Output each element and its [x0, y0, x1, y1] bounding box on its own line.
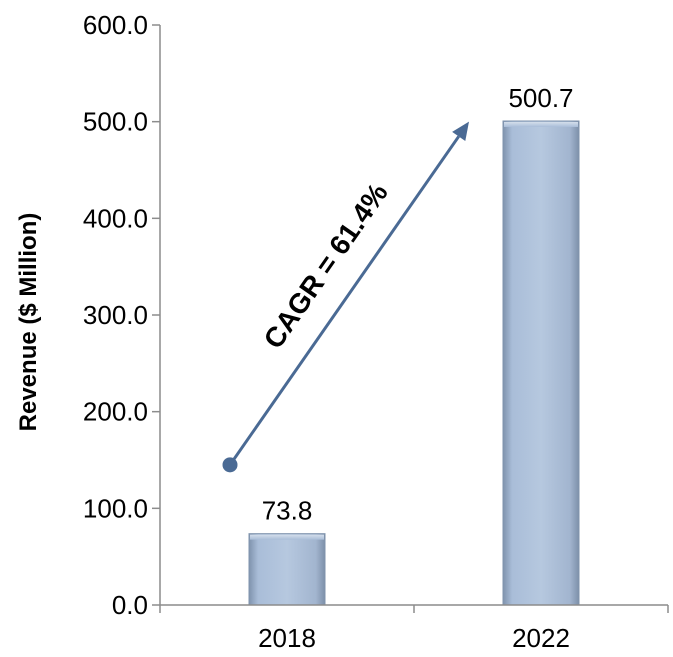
bar-top-highlight-2022 — [504, 121, 578, 127]
x-tick-label: 2018 — [258, 623, 316, 653]
bar-2022 — [502, 120, 580, 606]
y-tick-label: 0.0 — [112, 590, 148, 620]
cagr-arrow-head — [452, 121, 469, 142]
x-tick-label: 2022 — [512, 623, 570, 653]
y-tick-label: 300.0 — [83, 300, 148, 330]
y-tick-label: 500.0 — [83, 107, 148, 137]
data-label: 500.7 — [508, 83, 573, 113]
y-tick-label: 600.0 — [83, 10, 148, 40]
plot-area: 0.0 100.0 200.0 300.0 400.0 500.0 600.0 2018 202… — [83, 10, 669, 653]
y-axis-title: Revenue ($ Million) — [15, 213, 42, 432]
bar-top-highlight-2018 — [250, 534, 324, 540]
cagr-arrow-start-dot — [222, 457, 238, 473]
cagr-arrow-line — [228, 135, 460, 466]
y-tick-label: 200.0 — [83, 397, 148, 427]
bar-2018 — [248, 533, 326, 606]
y-tick-label: 100.0 — [83, 493, 148, 523]
data-label: 73.8 — [262, 496, 313, 526]
y-tick-label: 400.0 — [83, 203, 148, 233]
